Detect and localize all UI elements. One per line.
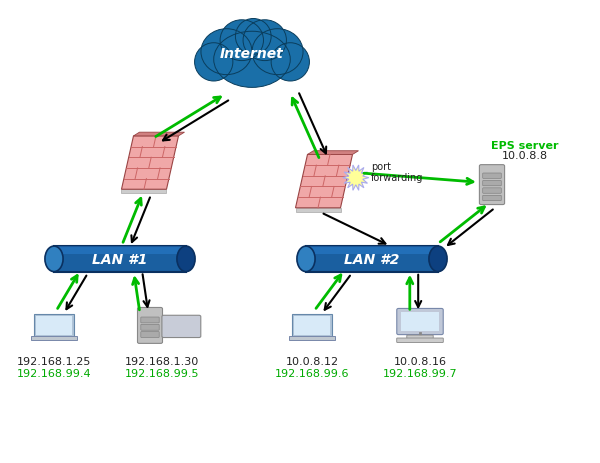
Ellipse shape [45,246,63,272]
Text: 10.0.8.8: 10.0.8.8 [502,151,548,161]
Ellipse shape [297,246,315,272]
Text: Internet: Internet [220,47,284,61]
Text: 10.0.8.16: 10.0.8.16 [394,357,446,367]
Text: 192.168.1.25: 192.168.1.25 [17,357,91,367]
Text: port
forwarding: port forwarding [371,162,423,183]
FancyBboxPatch shape [483,174,501,179]
Text: 192.168.99.4: 192.168.99.4 [17,368,91,378]
Text: 192.168.99.5: 192.168.99.5 [125,368,199,378]
Ellipse shape [243,21,286,62]
FancyBboxPatch shape [54,246,186,254]
FancyBboxPatch shape [162,316,201,338]
Polygon shape [343,166,369,191]
Text: LAN #2: LAN #2 [344,252,400,266]
FancyBboxPatch shape [397,338,443,343]
FancyBboxPatch shape [141,332,159,338]
FancyBboxPatch shape [401,312,439,332]
Ellipse shape [214,32,290,88]
FancyBboxPatch shape [483,188,501,194]
Polygon shape [292,314,332,338]
FancyBboxPatch shape [294,316,330,336]
FancyBboxPatch shape [306,246,438,272]
Ellipse shape [429,246,447,272]
Text: 10.0.8.12: 10.0.8.12 [286,357,338,367]
Polygon shape [308,151,359,155]
FancyBboxPatch shape [407,335,433,340]
FancyBboxPatch shape [141,317,159,323]
Polygon shape [121,137,179,190]
Polygon shape [296,208,341,212]
Text: 192.168.99.7: 192.168.99.7 [383,368,457,378]
Ellipse shape [194,44,233,82]
FancyBboxPatch shape [137,308,163,344]
Ellipse shape [252,30,303,75]
Polygon shape [31,336,77,340]
Polygon shape [296,155,353,208]
FancyBboxPatch shape [306,246,438,254]
Ellipse shape [201,30,252,75]
Polygon shape [121,190,166,194]
Polygon shape [133,133,185,137]
Polygon shape [34,314,74,338]
Ellipse shape [235,19,271,55]
FancyBboxPatch shape [397,309,443,335]
Text: 192.168.99.6: 192.168.99.6 [275,368,349,378]
Text: 192.168.1.30: 192.168.1.30 [125,357,199,367]
FancyBboxPatch shape [483,181,501,187]
FancyBboxPatch shape [54,246,186,272]
FancyBboxPatch shape [141,325,159,331]
FancyBboxPatch shape [36,316,72,336]
Ellipse shape [271,44,310,82]
FancyBboxPatch shape [479,165,505,205]
Ellipse shape [220,21,263,62]
Text: EPS server: EPS server [491,140,559,150]
Text: LAN #1: LAN #1 [92,252,148,266]
Ellipse shape [177,246,195,272]
FancyBboxPatch shape [483,196,501,201]
Polygon shape [289,336,335,340]
